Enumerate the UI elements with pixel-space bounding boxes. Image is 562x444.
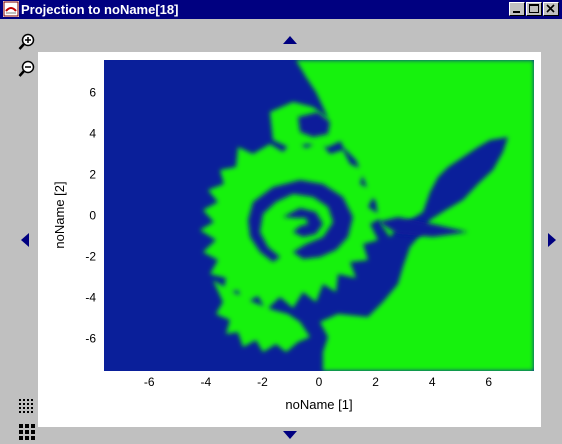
window-title: Projection to noName[18] (21, 2, 179, 17)
y-tick-label: 6 (89, 86, 96, 100)
heatmap-regions (104, 60, 534, 371)
maximize-button[interactable] (526, 2, 542, 16)
arrow-up-icon[interactable] (283, 36, 297, 45)
x-axis-label: noName [1] (285, 397, 352, 412)
x-tick-label: 2 (372, 375, 379, 389)
projection-plot[interactable]: -6 -4 -2 0 2 4 6 6 4 2 0 -2 -4 -6 noName [1] noName … (38, 52, 541, 427)
x-tick-label: 6 (485, 375, 492, 389)
blue-spiral-outer (248, 180, 353, 262)
app-icon (3, 1, 19, 17)
green-region-lower (213, 280, 310, 352)
arrow-right-icon[interactable] (548, 233, 557, 247)
y-tick-label: -6 (85, 331, 96, 345)
y-tick-label: 2 (89, 168, 96, 182)
arrow-left-icon[interactable] (21, 233, 30, 247)
x-tick-label: 0 (316, 375, 323, 389)
x-tick-labels: -6 -4 -2 0 2 4 6 (144, 375, 492, 389)
x-tick-label: -6 (144, 375, 155, 389)
x-tick-label: 4 (429, 375, 436, 389)
plot-panel: -6 -4 -2 0 2 4 6 6 4 2 0 -2 -4 -6 noName [1] noName … (38, 52, 541, 427)
maximize-icon (529, 4, 539, 13)
y-tick-label: 0 (89, 209, 96, 223)
close-icon (546, 4, 555, 13)
green-region-center (200, 140, 383, 310)
grid-coarse-icon[interactable] (18, 423, 36, 441)
y-tick-labels: 6 4 2 0 -2 -4 -6 (85, 86, 96, 346)
x-tick-label: -4 (201, 375, 212, 389)
minimize-button[interactable] (509, 2, 525, 16)
arrow-down-icon[interactable] (283, 431, 297, 440)
grid-fine-icon[interactable] (18, 398, 36, 414)
minimize-icon (513, 11, 520, 13)
zoom-in-icon[interactable] (18, 33, 36, 51)
close-button[interactable] (543, 2, 559, 16)
blue-spiral-inner (283, 208, 323, 237)
y-axis-label: noName [2] (52, 181, 67, 248)
x-tick-label: -2 (257, 375, 268, 389)
blue-streak (378, 217, 468, 237)
green-region-right (296, 60, 534, 371)
title-bar[interactable]: Projection to noName[18] (0, 0, 562, 19)
y-tick-label: -2 (85, 249, 96, 263)
y-tick-label: -4 (85, 290, 96, 304)
blue-upper-blob (298, 112, 330, 137)
y-tick-label: 4 (89, 127, 96, 141)
zoom-out-icon[interactable] (18, 60, 36, 78)
